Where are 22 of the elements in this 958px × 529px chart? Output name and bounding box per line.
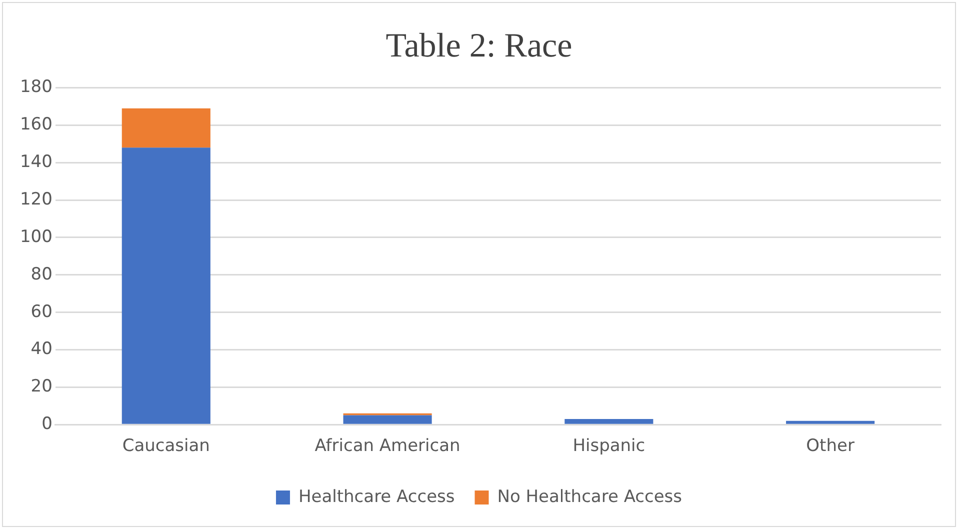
y-tick-label: 0 [42,414,52,434]
bar [343,415,432,424]
legend-label: Healthcare Access [298,486,455,507]
bar [786,420,875,424]
x-tick-label: Hispanic [572,436,646,456]
chart-title: Table 2: Race [386,27,572,64]
y-tick-label: 140 [20,152,52,172]
y-tick-label: 20 [30,376,52,397]
x-tick-label: African American [314,436,460,456]
y-tick-label: 60 [30,302,52,322]
y-tick-label: 100 [20,226,52,247]
x-tick-label: Other [806,436,854,456]
bar [122,108,210,148]
y-tick-label: 120 [20,189,52,210]
y-tick-label: 160 [20,114,52,135]
bar [122,148,210,424]
y-tick-label: 180 [20,77,52,98]
legend-label: No Healthcare Access [497,486,682,507]
x-tick-label: Caucasian [122,436,210,456]
y-tick-label: 40 [30,339,52,360]
bar [564,418,654,424]
y-tick-label: 80 [30,264,52,284]
